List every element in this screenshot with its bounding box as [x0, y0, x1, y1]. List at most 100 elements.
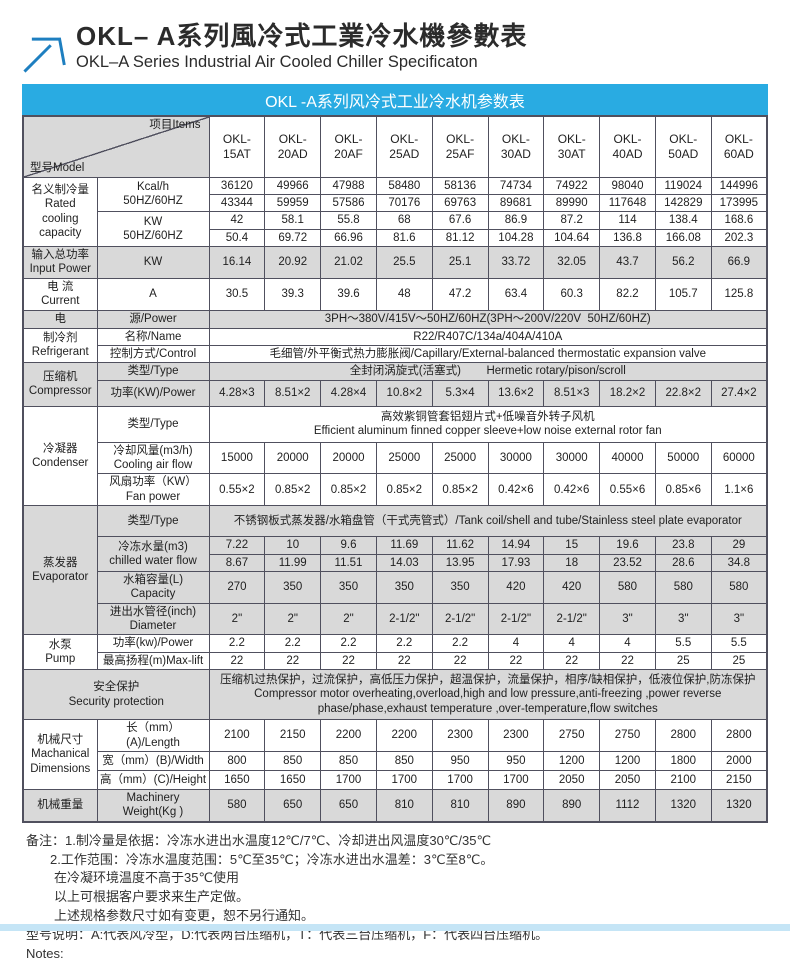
section-label-current: 电 流 Current [22, 277, 98, 311]
value-cell: 580 [710, 570, 768, 604]
table-row: 冷冻水量(m3) chilled water flow 7.22 10 9.6 11.6… [23, 536, 768, 572]
value-cell: 5.5 [654, 634, 712, 653]
value-cell: 34.8 [710, 553, 768, 572]
value-cell: 3" [710, 602, 768, 636]
value-cell: 11.62 [431, 536, 489, 555]
section-label-power-source: 电 [22, 309, 98, 329]
table-row: 43344 59959 57586 70176 69763 89681 89990 11764… [23, 193, 768, 213]
model-header: OKL- 30AT [543, 115, 601, 178]
value-cell: 23.52 [599, 553, 656, 572]
model-header-row: 项目Items 型号Model OKL- 15AT OKL- 20AD OKL- 2… [22, 115, 768, 178]
section-label-pump: 水泵 Pump [22, 634, 98, 671]
value-cell: 114 [599, 211, 656, 230]
value-cell: 82.2 [599, 277, 656, 311]
section-label-mechanical-dimensions: 机械尺寸 Machanical Dimensions [22, 719, 98, 790]
value-cell: 0.42×6 [543, 473, 601, 507]
item-label: 进出水管径(inch) Diameter [96, 602, 210, 636]
value-cell: 2.2 [320, 634, 377, 653]
value-cell: 2.2 [431, 634, 489, 653]
model-header: OKL- 20AF [320, 115, 377, 178]
value-cell: 28.6 [654, 553, 712, 572]
table-row: 机械重量 Machinery Weight(Kg ) 580 650 650 810 810… [22, 788, 768, 823]
item-label: 控制方式/Control [96, 344, 210, 364]
value-cell: 11.51 [320, 553, 377, 572]
value-cell: 74922 [543, 176, 601, 195]
page-header: OKL– A系列風冷式工業冷水機參數表 OKL–A Series Industr… [0, 0, 790, 76]
value-cell: 2800 [710, 719, 768, 752]
value-cell: 74734 [487, 176, 545, 195]
value-cell: 17.93 [487, 553, 545, 572]
value-cell: 2200 [320, 719, 377, 752]
value-cell: 2050 [543, 769, 601, 790]
value-cell: 850 [264, 750, 322, 771]
table-title-bar: OKL -A系列风冷式工业冷水机参数表 [22, 84, 768, 115]
value-cell: 2.2 [264, 634, 322, 653]
value-cell: 89681 [487, 193, 545, 213]
value-cell: 13.6×2 [487, 379, 545, 407]
value-cell: 30000 [487, 441, 545, 475]
item-label: Kcal/h 50HZ/60HZ [96, 176, 210, 213]
model-header: OKL- 50AD [654, 115, 712, 178]
value-cell: 4.28×4 [320, 379, 377, 407]
value-cell: 59959 [264, 193, 322, 213]
value-cell: 173995 [710, 193, 768, 213]
value-cell: 168.6 [710, 211, 768, 230]
value-cell: 890 [487, 788, 545, 823]
value-cell: 138.4 [654, 211, 712, 230]
value-cell: 25.1 [431, 246, 489, 279]
value-cell: 3" [599, 602, 656, 636]
value-cell: 1650 [208, 769, 266, 790]
value-cell: 22 [431, 651, 489, 671]
section-label-condenser: 冷凝器 Condenser [22, 405, 98, 507]
value-cell: 2150 [264, 719, 322, 752]
value-cell: 39.3 [264, 277, 322, 311]
model-header: OKL- 60AD [710, 115, 768, 178]
value-cell: 58136 [431, 176, 489, 195]
table-row: 蒸发器 Evaporator 类型/Type 不锈钢板式蒸发器/水箱盘管（干式壳管式… [22, 505, 768, 636]
value-cell: 2150 [710, 769, 768, 790]
value-cell: 104.64 [543, 228, 601, 248]
value-cell: 2300 [431, 719, 489, 752]
item-label: KW 50HZ/60HZ [96, 211, 210, 247]
table-row: 冷却风量(m3/h) Cooling air flow 15000 20000 200… [23, 441, 768, 475]
value-cell: 0.55×6 [599, 473, 656, 507]
section-label-refrigerant: 制冷剂 Refrigerant [22, 327, 98, 364]
table-row: 安全保护 Security protection 压缩机过热保护，过流保护，高低压… [22, 669, 768, 721]
value-cell: 1700 [375, 769, 433, 790]
value-cell: 8.51×3 [543, 379, 601, 407]
table-row: 水箱容量(L) Capacity 270 350 350 350 350 420 420 580… [23, 570, 768, 604]
value-cell: 20.92 [264, 246, 322, 279]
value-cell: 87.2 [543, 211, 601, 230]
value-cell: 22 [208, 651, 266, 671]
table-row: 机械尺寸 Machanical Dimensions 长（mm）(A)/Lengt… [22, 719, 768, 790]
value-cell: 1700 [487, 769, 545, 790]
value-cell: 48 [375, 277, 433, 311]
item-label: A [96, 277, 210, 311]
value-cell: 4 [599, 634, 656, 653]
note-line: 在冷凝环境温度不高于35℃使用 [54, 870, 240, 886]
item-label: 类型/Type [96, 505, 210, 538]
item-label: 高（mm）(C)/Height [96, 769, 210, 790]
value-cell: 350 [375, 570, 433, 604]
span-value-cell: 全封闭涡旋式(活塞式) Hermetic rotary/pison/scroll [208, 362, 768, 381]
value-cell: 202.3 [710, 228, 768, 248]
table-row: 名义制冷量 Rated cooling capacity Kcal/h 50HZ/… [22, 176, 768, 247]
value-cell: 60.3 [543, 277, 601, 311]
value-cell: 890 [543, 788, 601, 823]
value-cell: 81.6 [375, 228, 433, 248]
section-label-compressor: 压缩机 Compressor [22, 362, 98, 407]
value-cell: 22 [487, 651, 545, 671]
value-cell: 1200 [543, 750, 601, 771]
item-label: Machinery Weight(Kg ) [96, 788, 210, 823]
value-cell: 14.03 [375, 553, 433, 572]
value-cell: 18 [543, 553, 601, 572]
section-label-security-protection: 安全保护 Security protection [22, 669, 210, 721]
corner-cell: 项目Items 型号Model [22, 115, 210, 178]
table-row: 最高扬程(m)Max-lift 22 22 22 22 22 22 22 22 25 25 [23, 651, 768, 671]
item-label: 风扇功率（KW） Fan power [96, 473, 210, 507]
span-value-cell: R22/R407C/134a/404A/410A [208, 327, 768, 346]
item-label: 类型/Type [96, 405, 210, 443]
value-cell: 25 [654, 651, 712, 671]
table-row: 进出水管径(inch) Diameter 2" 2" 2" 2-1/2" 2-1/2" 2-… [23, 602, 768, 636]
value-cell: 69763 [431, 193, 489, 213]
